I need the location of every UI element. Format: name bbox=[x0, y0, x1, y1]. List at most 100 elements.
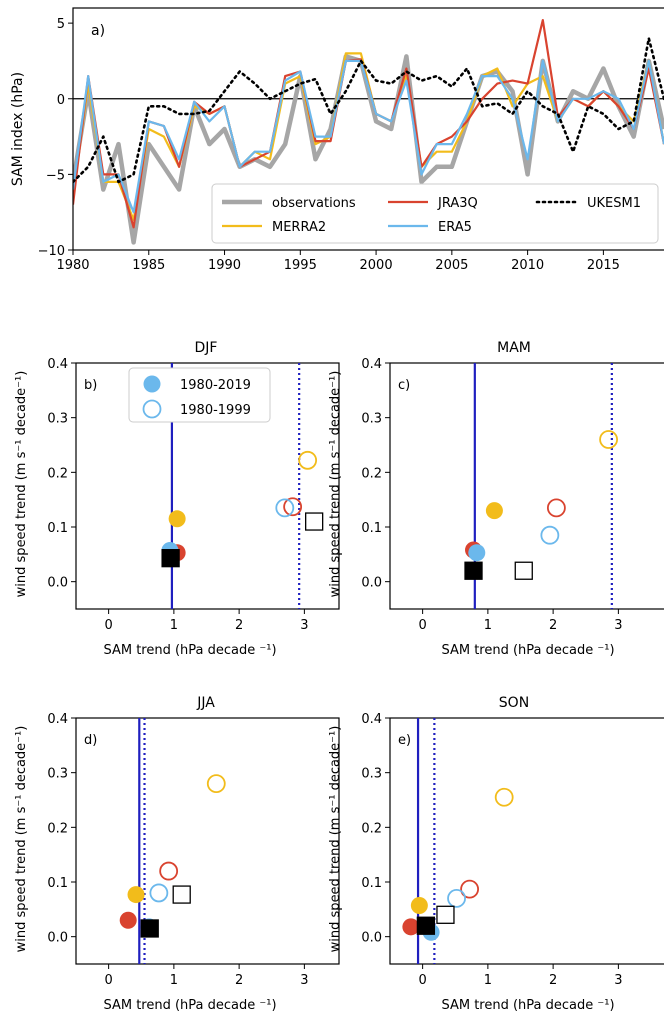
x-tick-label: 0 bbox=[104, 973, 112, 988]
panel-d: 0 1 2 3 0.0 0.1 0.2 0.3 0.4 JJA d) SAM trend (hPa d… bbox=[14, 695, 340, 1013]
y-tick-label: 0.2 bbox=[47, 821, 68, 836]
point-ukesm1-1980-1999 bbox=[305, 512, 324, 531]
y-tick-label: 0 bbox=[57, 93, 65, 108]
point-merra2-1980-2019 bbox=[410, 897, 428, 915]
point-merra2-1980-1999 bbox=[298, 450, 318, 470]
x-tick-label: 1985 bbox=[132, 258, 165, 273]
point-merra2-1980-1999 bbox=[494, 787, 514, 807]
point-ukesm1-1980-2019 bbox=[416, 916, 436, 935]
x-tick-label: 2 bbox=[549, 973, 557, 988]
y-tick-label: −10 bbox=[38, 244, 65, 259]
legend: 1980-2019 1980-1999 bbox=[128, 367, 271, 423]
legend-label-jra3q: JRA3Q bbox=[437, 196, 478, 211]
panel-c: 0 1 2 3 0.0 0.1 0.2 0.3 0.4 MAM c) SAM trend (hPa d… bbox=[328, 340, 664, 658]
points bbox=[119, 774, 226, 938]
panel-label: e) bbox=[398, 733, 411, 748]
x-tick-label: 2000 bbox=[360, 258, 393, 273]
panel-label: a) bbox=[91, 23, 105, 39]
point-era5-1980-1999 bbox=[149, 883, 169, 903]
panel-title: SON bbox=[499, 695, 529, 711]
point-merra2-1980-1999 bbox=[599, 430, 618, 449]
x-tick-label: 1995 bbox=[284, 258, 317, 273]
x-tick-label: 3 bbox=[300, 973, 308, 988]
y-tick-label: −5 bbox=[46, 168, 65, 183]
y-tick-label: 0.1 bbox=[47, 521, 68, 536]
point-merra2-1980-2019 bbox=[168, 510, 186, 528]
x-axis-label: SAM trend (hPa decade ⁻¹) bbox=[441, 643, 614, 658]
axes-frame bbox=[389, 717, 664, 965]
x-tick-label: 1 bbox=[484, 618, 492, 633]
point-jra3q-1980-1999 bbox=[283, 497, 303, 517]
point-ukesm1-1980-1999 bbox=[514, 561, 533, 580]
y-axis-label: SAM index (hPa) bbox=[10, 72, 26, 186]
point-jra3q-1980-2019 bbox=[402, 918, 420, 936]
axes-frame bbox=[72, 7, 664, 251]
y-tick-label: 0.4 bbox=[47, 712, 68, 727]
y-tick-label: 0.0 bbox=[47, 576, 68, 591]
legend: observations JRA3Q UKESM1 MERRA2 ERA5 bbox=[211, 183, 659, 244]
legend-marker-filled-circle bbox=[143, 375, 161, 393]
x-tick-label: 2 bbox=[549, 618, 557, 633]
y-tick-label: 5 bbox=[57, 17, 65, 32]
point-merra2-1980-2019 bbox=[127, 886, 145, 904]
y-tick-label: 0.2 bbox=[47, 466, 68, 481]
y-tick-label: 0.4 bbox=[361, 357, 382, 372]
points bbox=[161, 450, 324, 568]
y-tick-label: 0.0 bbox=[361, 931, 382, 946]
point-ukesm1-1980-1999 bbox=[436, 905, 455, 924]
panel-label: c) bbox=[398, 378, 410, 393]
point-ukesm1-1980-2019 bbox=[464, 561, 483, 580]
panel-label: b) bbox=[84, 378, 97, 393]
point-jra3q-1980-1999 bbox=[460, 879, 480, 899]
point-merra2-1980-2019 bbox=[485, 502, 503, 520]
legend-label: 1980-2019 bbox=[180, 378, 251, 393]
x-tick-label: 3 bbox=[614, 973, 622, 988]
y-axis-label: wind speed trend (m s⁻¹ decade⁻¹) bbox=[328, 371, 343, 598]
series-line-ukesm1 bbox=[73, 36, 664, 184]
y-axis-label: wind speed trend (m s⁻¹ decade⁻¹) bbox=[14, 726, 29, 953]
y-axis-label: wind speed trend (m s⁻¹ decade⁻¹) bbox=[14, 371, 29, 598]
x-tick-label: 0 bbox=[418, 618, 426, 633]
legend-label: 1980-1999 bbox=[180, 403, 251, 418]
axes-frame bbox=[75, 717, 340, 965]
y-tick-label: 0.1 bbox=[361, 521, 382, 536]
x-tick-label: 0 bbox=[104, 618, 112, 633]
panel-b: 0 1 2 3 0.0 0.1 0.2 0.3 0.4 DJF b) SAM trend (hPa d… bbox=[14, 340, 340, 658]
points bbox=[402, 787, 514, 941]
point-jra3q-1980-1999 bbox=[159, 861, 179, 881]
panel-a: 1980 1985 1990 1995 2000 2005 2010 2015 −10 −5 0 5 a… bbox=[10, 7, 664, 273]
series-line-era5 bbox=[73, 59, 664, 214]
panel-title: DJF bbox=[195, 340, 218, 356]
point-ukesm1-1980-1999 bbox=[172, 885, 191, 904]
x-tick-label: 2 bbox=[235, 973, 243, 988]
point-era5-1980-2019 bbox=[468, 544, 486, 562]
x-tick-label: 1980 bbox=[56, 258, 89, 273]
y-tick-label: 0.4 bbox=[47, 357, 68, 372]
y-tick-label: 0.0 bbox=[361, 576, 382, 591]
y-axis-label: wind speed trend (m s⁻¹ decade⁻¹) bbox=[328, 726, 343, 953]
x-axis-label: SAM trend (hPa decade ⁻¹) bbox=[441, 998, 614, 1013]
point-ukesm1-1980-2019 bbox=[161, 549, 180, 568]
x-axis-label: SAM trend (hPa decade ⁻¹) bbox=[103, 998, 276, 1013]
legend-label-ukesm1: UKESM1 bbox=[587, 196, 641, 211]
x-tick-label: 0 bbox=[418, 973, 426, 988]
y-tick-label: 0.3 bbox=[361, 412, 382, 427]
point-jra3q-1980-1999 bbox=[546, 498, 566, 518]
x-tick-label: 1990 bbox=[208, 258, 241, 273]
point-era5-1980-1999 bbox=[275, 498, 295, 518]
legend-label-era5: ERA5 bbox=[438, 220, 472, 235]
y-tick-label: 0.2 bbox=[361, 821, 382, 836]
y-tick-label: 0.3 bbox=[361, 767, 382, 782]
y-tick-label: 0.1 bbox=[361, 876, 382, 891]
x-tick-label: 2005 bbox=[435, 258, 468, 273]
point-ukesm1-1980-2019 bbox=[140, 919, 159, 938]
x-tick-label: 2 bbox=[235, 618, 243, 633]
x-tick-label: 1 bbox=[170, 973, 178, 988]
panel-e: 0 1 2 3 0.0 0.1 0.2 0.3 0.4 SON e) SAM trend (hPa d… bbox=[328, 695, 664, 1013]
legend-marker-open-circle bbox=[142, 399, 162, 419]
y-tick-label: 0.3 bbox=[47, 412, 68, 427]
point-merra2-1980-1999 bbox=[206, 774, 226, 793]
x-tick-label: 3 bbox=[300, 618, 308, 633]
axes-frame bbox=[389, 362, 664, 610]
points bbox=[464, 430, 618, 580]
